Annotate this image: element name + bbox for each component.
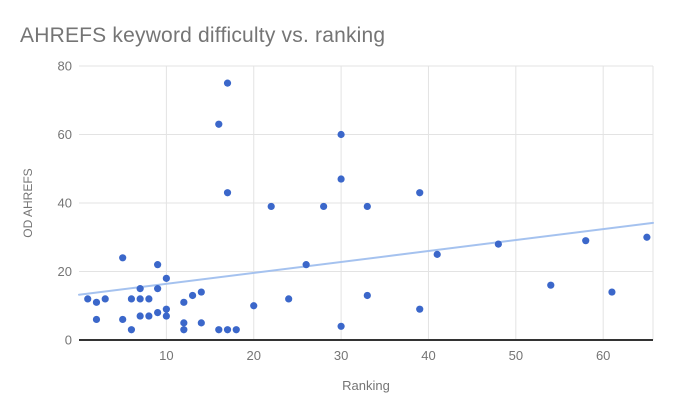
data-point[interactable] bbox=[416, 305, 424, 313]
data-point[interactable] bbox=[223, 189, 232, 197]
chart-title: AHREFS keyword difficulty vs. ranking bbox=[20, 24, 386, 47]
x-axis-title: Ranking bbox=[342, 378, 390, 393]
y-tick-label: 60 bbox=[58, 127, 72, 142]
y-tick-label: 80 bbox=[58, 59, 72, 74]
x-tick-label: 10 bbox=[159, 348, 173, 363]
data-point[interactable] bbox=[188, 291, 197, 300]
data-point[interactable] bbox=[162, 274, 170, 282]
data-point[interactable] bbox=[136, 312, 144, 320]
y-tick-label: 20 bbox=[58, 264, 72, 279]
data-point[interactable] bbox=[285, 295, 293, 303]
data-point[interactable] bbox=[337, 322, 345, 330]
data-point[interactable] bbox=[608, 288, 616, 296]
data-point[interactable] bbox=[84, 295, 92, 303]
data-point[interactable] bbox=[136, 285, 144, 293]
y-tick-label: 0 bbox=[65, 333, 72, 348]
data-point[interactable] bbox=[547, 281, 555, 289]
data-point[interactable] bbox=[119, 315, 127, 324]
x-tick-label: 50 bbox=[509, 348, 523, 363]
data-point[interactable] bbox=[363, 291, 371, 300]
data-point[interactable] bbox=[494, 240, 502, 248]
data-point[interactable] bbox=[337, 175, 345, 183]
x-tick-label: 60 bbox=[596, 348, 610, 363]
data-point[interactable] bbox=[127, 295, 136, 303]
data-point[interactable] bbox=[101, 295, 109, 303]
data-point[interactable] bbox=[250, 302, 258, 310]
data-point[interactable] bbox=[433, 250, 441, 258]
x-tick-label: 40 bbox=[421, 348, 435, 363]
data-point[interactable] bbox=[215, 120, 223, 128]
x-tick-label: 30 bbox=[334, 348, 348, 363]
data-point[interactable] bbox=[416, 189, 424, 197]
data-point[interactable] bbox=[197, 319, 205, 327]
data-point[interactable] bbox=[145, 312, 153, 320]
data-point[interactable] bbox=[154, 285, 162, 293]
data-point[interactable] bbox=[154, 261, 162, 269]
trendline bbox=[78, 221, 654, 296]
data-point[interactable] bbox=[267, 202, 275, 211]
data-point[interactable] bbox=[180, 319, 188, 327]
data-point[interactable] bbox=[363, 202, 371, 211]
y-axis-title: OD AHREFS bbox=[21, 168, 35, 238]
data-point[interactable] bbox=[180, 298, 188, 306]
data-point[interactable] bbox=[223, 79, 232, 87]
y-tick-label: 40 bbox=[58, 196, 72, 211]
data-point[interactable] bbox=[337, 130, 345, 139]
data-point[interactable] bbox=[582, 237, 590, 245]
data-point[interactable] bbox=[92, 298, 101, 306]
data-point[interactable] bbox=[145, 295, 153, 303]
data-point[interactable] bbox=[302, 261, 310, 269]
data-point[interactable] bbox=[162, 312, 170, 320]
data-point[interactable] bbox=[162, 305, 170, 313]
data-point[interactable] bbox=[643, 233, 651, 241]
data-point[interactable] bbox=[136, 295, 144, 303]
data-point[interactable] bbox=[215, 326, 223, 334]
data-point[interactable] bbox=[92, 315, 101, 324]
data-point[interactable] bbox=[127, 326, 136, 334]
data-point[interactable] bbox=[320, 202, 328, 211]
data-point[interactable] bbox=[232, 326, 240, 334]
data-point[interactable] bbox=[223, 326, 232, 334]
data-point[interactable] bbox=[119, 254, 127, 262]
data-point[interactable] bbox=[154, 309, 162, 317]
data-point[interactable] bbox=[197, 288, 205, 296]
data-point[interactable] bbox=[180, 326, 188, 334]
x-tick-label: 20 bbox=[246, 348, 260, 363]
